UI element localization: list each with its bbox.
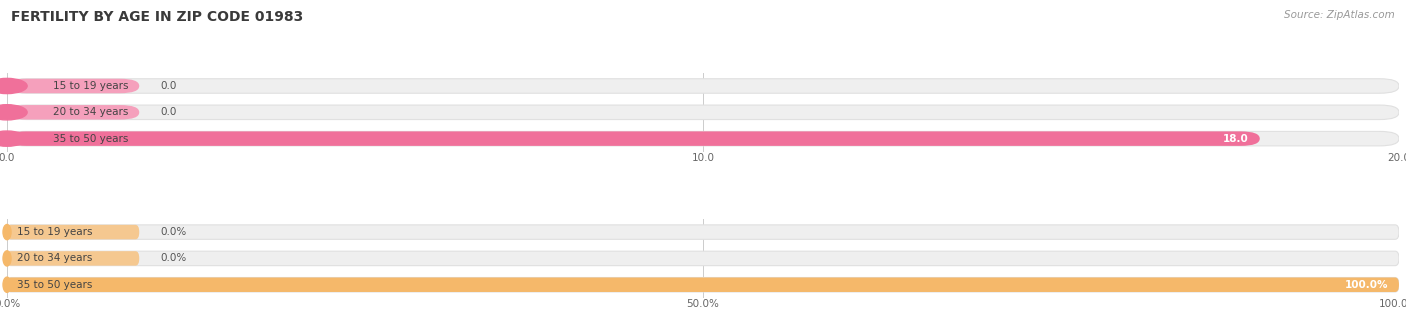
FancyBboxPatch shape (7, 131, 1260, 146)
FancyBboxPatch shape (7, 79, 1399, 93)
FancyBboxPatch shape (7, 251, 1399, 266)
Text: 100.0%: 100.0% (1344, 280, 1388, 290)
Text: 0.0%: 0.0% (160, 254, 187, 263)
Text: 35 to 50 years: 35 to 50 years (17, 280, 93, 290)
Text: 0.0%: 0.0% (160, 227, 187, 237)
Text: Source: ZipAtlas.com: Source: ZipAtlas.com (1284, 10, 1395, 20)
Text: 18.0: 18.0 (1223, 134, 1249, 144)
FancyBboxPatch shape (7, 225, 1399, 239)
Text: 15 to 19 years: 15 to 19 years (17, 227, 93, 237)
FancyBboxPatch shape (7, 225, 139, 239)
FancyBboxPatch shape (7, 105, 1399, 119)
FancyBboxPatch shape (7, 277, 1399, 292)
Circle shape (3, 277, 11, 292)
Circle shape (0, 131, 27, 146)
Circle shape (3, 251, 11, 266)
Text: 35 to 50 years: 35 to 50 years (52, 134, 128, 144)
FancyBboxPatch shape (7, 251, 139, 266)
FancyBboxPatch shape (7, 277, 1399, 292)
Text: FERTILITY BY AGE IN ZIP CODE 01983: FERTILITY BY AGE IN ZIP CODE 01983 (11, 10, 304, 24)
Circle shape (0, 78, 27, 94)
Text: 20 to 34 years: 20 to 34 years (17, 254, 93, 263)
Text: 15 to 19 years: 15 to 19 years (52, 81, 128, 91)
FancyBboxPatch shape (7, 79, 139, 93)
FancyBboxPatch shape (7, 105, 139, 119)
Text: 20 to 34 years: 20 to 34 years (52, 107, 128, 117)
Text: 0.0: 0.0 (160, 81, 177, 91)
FancyBboxPatch shape (7, 131, 1399, 146)
Text: 0.0: 0.0 (160, 107, 177, 117)
Circle shape (3, 224, 11, 240)
Circle shape (0, 105, 27, 120)
